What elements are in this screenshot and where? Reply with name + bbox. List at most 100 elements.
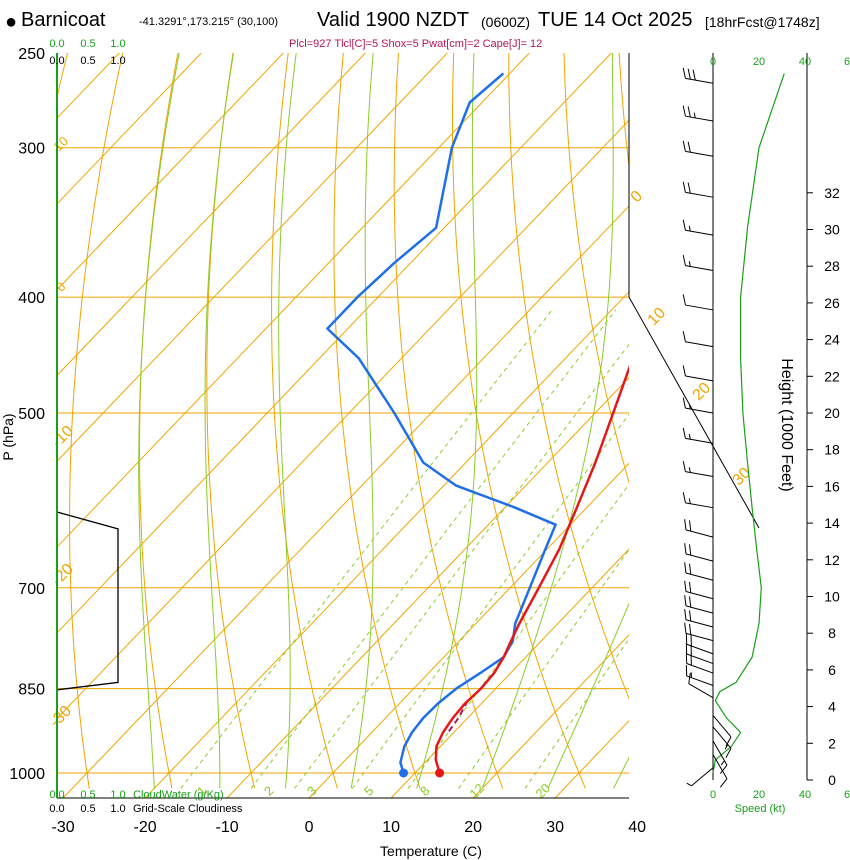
wind-barb [688,672,714,699]
wind-barb-flag [682,492,686,503]
wind-barb-flag [725,748,732,759]
wind-barb-flag [682,427,686,439]
wind-barb [682,397,714,414]
temperature-line [434,364,629,774]
wind-barb-half [688,467,691,473]
wind-barb-flag [684,595,687,606]
wind-barb [682,365,714,382]
wind-barb-staff [691,767,714,787]
height-tick-6: 6 [828,662,836,678]
mixing-ratio-label-8: 8 [417,783,433,799]
height-tick-8: 8 [828,625,836,641]
mixing-ratio-8 [407,483,629,789]
station-coords: -41.3291°,173.215° (30,100) [139,16,279,28]
height-tick-0: 0 [828,772,836,788]
wind-barb-flag [689,623,692,635]
height-tick-24: 24 [824,332,840,348]
wind-barb-staff [686,663,714,674]
wind-barb-flag [689,610,692,622]
wind-barb-flag [684,543,687,554]
wind-barb-flag [682,460,686,472]
moist-adiabat-36 [613,756,629,789]
isotherm-30 [554,719,629,798]
pressure-tick-850: 850 [18,682,45,699]
wind-barb [712,740,728,774]
speed-bottom-tick: 40 [799,789,811,801]
wind-barb-flag [682,181,686,193]
isotherm-20 [472,634,629,798]
temperature-tick-10: 10 [382,819,400,836]
wind-barb-flag [684,562,687,574]
dry-adiabat--10 [206,53,256,789]
height-tick-26: 26 [824,295,840,311]
speed-bottom-tick: 20 [753,789,765,801]
dry-adiabat-60 [618,53,629,170]
dry-adiabat-10 [333,53,421,789]
wind-barb-flag [684,580,687,592]
wind-barb-flag [682,254,686,266]
height-tick-2: 2 [828,735,836,751]
dry-adiabat-40 [508,53,629,700]
height-tick-22: 22 [824,368,840,384]
wind-barb-flag [687,182,691,194]
pressure-tick-700: 700 [18,581,45,598]
wind-barb-staff [686,675,714,686]
wind-barb-staff [685,265,714,271]
wind-barb-flag [719,764,728,774]
height-tick-14: 14 [824,515,840,531]
mixing-ratio-20 [524,638,629,789]
wind-barb-flag [687,68,691,80]
dry-adiabat-30 [452,53,586,789]
speed-top-tick: 40 [799,56,811,68]
wind-barb [682,254,714,271]
wind-barb [682,492,714,509]
isotherm--80 [57,53,366,377]
pressure-tick-500: 500 [18,406,45,423]
cloudiness-bottom-tick: 1.0 [110,803,125,815]
wind-barb [686,767,714,787]
moist-adiabat-4 [350,53,374,789]
pressure-tick-400: 400 [18,290,45,307]
dry-adiabat-0 [271,53,338,789]
wind-barb-flag [682,294,686,306]
wind-barb [684,609,714,628]
wind-barb-half [693,112,696,119]
cloudiness-top-tick: 1.0 [110,55,125,67]
wind-barb-half [686,782,692,787]
cloudiness-line [56,511,119,691]
wind-barb-staff [685,632,714,642]
wind-barb-staff [685,572,714,581]
isotherm--70 [57,53,448,463]
temperature-tick-30: 30 [546,819,564,836]
wind-barb [712,726,732,759]
isotherm--100 [57,53,202,205]
speed-bottom-tick: 0 [710,789,716,801]
temperature-tick-20: 20 [464,819,482,836]
wind-barb [682,140,714,157]
sounding-indices: Plcl=927 Tlcl[C]=5 Shox=5 Pwat[cm]=2 Cap… [289,38,543,50]
wind-barb-staff [688,683,714,699]
wind-barb-flag [684,622,687,634]
wind-barb-flag [689,520,692,532]
moist-adiabat--4 [278,53,297,789]
mixing-ratio-1 [180,309,553,789]
isotherm-label-0: 0 [628,188,646,206]
wind-barb-half [720,760,725,766]
wind-barb-staff [685,115,714,122]
cloudwater-top-tick: 0.0 [49,38,64,50]
isotherm-label-20: 20 [690,379,715,404]
cloudwater-top-tick: 0.5 [80,38,95,50]
wind-barb-flag [725,736,732,747]
height-tick-18: 18 [824,442,840,458]
wind-barb [684,562,714,581]
wind-barb-staff [685,77,714,84]
wind-barb-flag [692,69,696,81]
dry-adiabat-50 [563,53,629,485]
cloudwater-bottom-tick: 1.0 [110,789,125,801]
wind-barb-flag [682,397,686,409]
isotherm--30 [62,205,629,798]
wind-barb-flag [689,596,692,608]
cloudiness-top-tick: 0.0 [49,55,64,67]
mixing-ratio-12 [458,548,629,789]
wind-barb-flag [682,140,686,152]
